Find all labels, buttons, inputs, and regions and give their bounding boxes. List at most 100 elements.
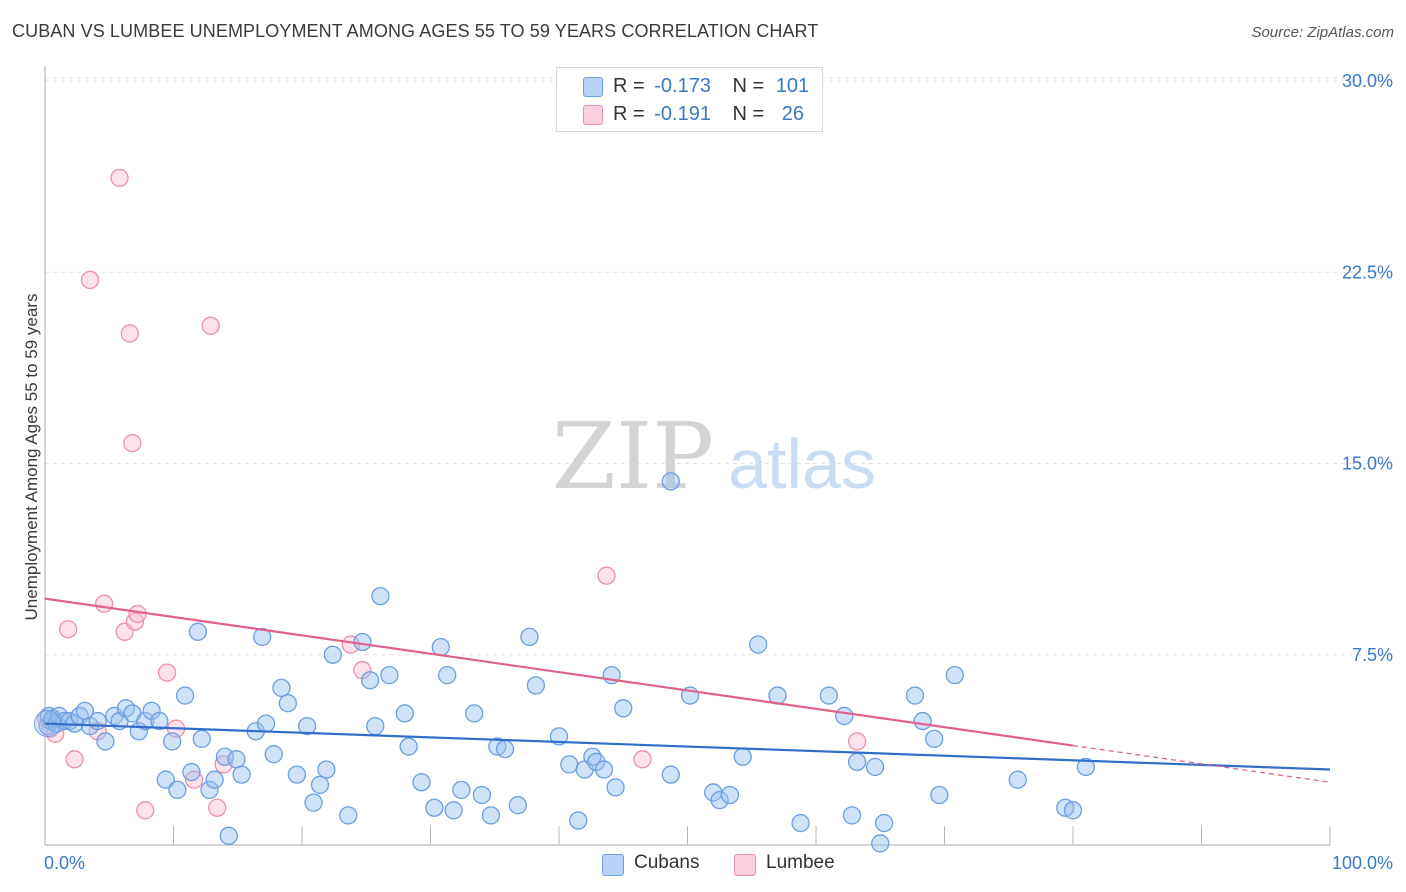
- correlation-legend: R = -0.173 N = 101 R = -0.191 N = 26: [556, 67, 823, 132]
- cubans-point: [865, 757, 885, 777]
- cubans-point: [495, 739, 515, 759]
- lumbee-point: [65, 750, 84, 769]
- source-credit: Source: ZipAtlas.com: [1251, 24, 1394, 41]
- lumbee-point: [847, 732, 867, 751]
- cubans-point: [465, 704, 484, 723]
- cubans-point: [264, 745, 283, 764]
- cubans-point: [310, 775, 330, 794]
- lumbee-point: [633, 750, 652, 769]
- cubans-point: [481, 806, 501, 825]
- legend-swatch-lumbee: [583, 105, 603, 125]
- legend-swatch-cubans: [583, 77, 603, 97]
- lumbee-point: [58, 620, 78, 639]
- x-tick-label: 100.0%: [1332, 853, 1393, 873]
- lumbee-point: [120, 324, 139, 343]
- cubans-point: [256, 714, 276, 733]
- cubans-point: [913, 711, 932, 731]
- legend-n-label: N =: [732, 75, 765, 97]
- lumbee-point: [80, 270, 100, 290]
- cubans-point: [360, 671, 380, 690]
- cubans-swatch: [602, 854, 624, 876]
- cubans-point: [353, 632, 372, 652]
- cubans-point: [96, 732, 115, 751]
- cubans-point: [317, 760, 336, 779]
- lumbee-point: [597, 566, 616, 585]
- cubans-point: [412, 773, 431, 792]
- cubans-point: [819, 686, 838, 705]
- lumbee-points: [37, 168, 867, 820]
- cubans-point: [323, 645, 342, 664]
- lumbee-point: [128, 604, 147, 624]
- y-tick-label: 7.5%: [1352, 645, 1393, 665]
- cubans-point: [366, 717, 385, 736]
- cubans-point: [874, 813, 894, 833]
- y-axis-label: Unemployment Among Ages 55 to 59 years: [22, 294, 41, 621]
- cubans-point: [1008, 770, 1027, 789]
- lumbee-label: Lumbee: [766, 852, 835, 873]
- cubans-point: [339, 806, 358, 825]
- cubans-point: [205, 770, 224, 789]
- lumbee-trend-line: [44, 597, 1074, 747]
- cubans-point: [232, 765, 251, 784]
- cubans-point: [587, 752, 606, 771]
- cubans-point: [945, 666, 964, 685]
- y-tick-label: 30.0%: [1342, 71, 1393, 91]
- cubans-point: [1076, 757, 1095, 777]
- cubans-point: [399, 737, 418, 756]
- legend-n-value-lumbee: 26: [781, 103, 805, 125]
- cubans-point: [380, 666, 399, 685]
- cubans-point: [569, 811, 588, 830]
- cubans-point: [871, 834, 890, 853]
- cubans-point: [749, 635, 768, 654]
- cubans-points: [34, 472, 1095, 853]
- legend-r-value-lumbee: -0.191: [654, 103, 711, 125]
- legend-r-value-cubans: -0.173: [654, 75, 711, 97]
- legend-n-value-cubans: 101: [775, 75, 810, 97]
- y-tick-label: 22.5%: [1342, 262, 1393, 282]
- cubans-point: [175, 686, 195, 705]
- cubans-point: [304, 793, 323, 812]
- cubans-point: [661, 472, 680, 491]
- y-tick-label: 15.0%: [1342, 454, 1393, 474]
- cubans-label: Cubans: [634, 852, 700, 873]
- cubans-point: [297, 717, 317, 736]
- cubans-point: [905, 686, 925, 705]
- cubans-point: [720, 785, 740, 805]
- cubans-point: [733, 747, 752, 766]
- cubans-point: [156, 770, 175, 789]
- cubans-point: [136, 711, 155, 731]
- cubans-point: [425, 798, 444, 817]
- cubans-point: [444, 801, 463, 820]
- cubans-point: [215, 747, 235, 766]
- cubans-point: [150, 711, 169, 731]
- cubans-point: [182, 762, 201, 782]
- tick-labels: 7.5% 15.0% 22.5% 30.0% 0.0% 100.0%: [44, 71, 1393, 873]
- cubans-point: [227, 750, 246, 769]
- chart-title: CUBAN VS LUMBEE UNEMPLOYMENT AMONG AGES …: [12, 21, 819, 41]
- trend-lines: [44, 597, 1331, 783]
- cubans-point: [549, 727, 569, 746]
- lumbee-point: [123, 433, 142, 453]
- legend-n-label: N =: [732, 103, 765, 125]
- cubans-point: [526, 676, 546, 695]
- gridlines: [45, 77, 1392, 656]
- cubans-point: [431, 637, 450, 657]
- cubans-point: [371, 586, 390, 606]
- cubans-point: [560, 755, 579, 774]
- cubans-point: [200, 780, 219, 800]
- lumbee-point: [110, 168, 129, 188]
- cubans-point: [930, 785, 949, 805]
- cubans-point: [842, 806, 862, 825]
- cubans-point: [847, 752, 867, 771]
- cubans-point: [520, 627, 539, 647]
- cubans-point: [925, 729, 944, 749]
- cubans-point: [594, 760, 614, 779]
- x-tick-label: 0.0%: [44, 853, 85, 873]
- lumbee-point: [94, 594, 114, 613]
- cubans-point: [278, 694, 298, 713]
- cubans-point: [606, 778, 625, 797]
- cubans-point: [192, 729, 211, 749]
- cubans-point: [253, 627, 272, 647]
- cubans-point: [395, 704, 414, 723]
- legend-r-label: R =: [613, 75, 645, 97]
